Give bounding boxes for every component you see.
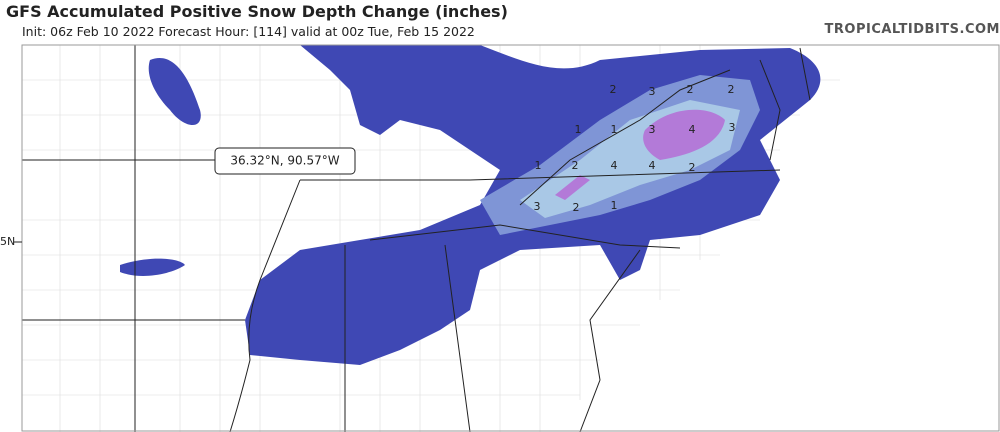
contour-label: 2 <box>689 161 696 174</box>
contour-label: 1 <box>611 123 618 136</box>
lat-label: 5N <box>0 235 15 248</box>
contour-label: 2 <box>610 83 617 96</box>
map-title: GFS Accumulated Positive Snow Depth Chan… <box>6 2 508 21</box>
snow-area <box>120 258 185 276</box>
contour-label: 1 <box>535 159 542 172</box>
map-body <box>22 45 1000 432</box>
contour-label: 4 <box>611 159 618 172</box>
tooltip-box <box>214 147 356 175</box>
contour-label: 2 <box>687 83 694 96</box>
contour-label: 2 <box>572 159 579 172</box>
contour-label: 3 <box>649 85 656 98</box>
contour-labels: 2 3 2 2 1 1 3 4 3 1 2 4 4 2 3 2 1 <box>534 83 736 214</box>
contour-label: 4 <box>649 159 656 172</box>
map-frame <box>21 44 1000 432</box>
contour-label: 2 <box>573 201 580 214</box>
contour-label: 1 <box>611 199 618 212</box>
snow-area <box>148 58 201 125</box>
contour-label: 3 <box>729 121 736 134</box>
site-label: TROPICALTIDBITS.COM <box>824 22 1000 37</box>
contour-label: 4 <box>689 123 696 136</box>
snow-area <box>643 109 725 160</box>
tooltip-text: 36.32°N, 90.57°W <box>230 154 339 168</box>
contour-label: 1 <box>575 123 582 136</box>
contour-label: 3 <box>649 123 656 136</box>
state-borders <box>22 45 811 432</box>
map-subtitle: Init: 06z Feb 10 2022 Forecast Hour: [11… <box>22 24 475 39</box>
tooltip: 36.32°N, 90.57°W <box>214 147 356 175</box>
contour-label: 3 <box>534 200 541 213</box>
snow-area <box>555 175 590 200</box>
contour-label: 2 <box>728 83 735 96</box>
